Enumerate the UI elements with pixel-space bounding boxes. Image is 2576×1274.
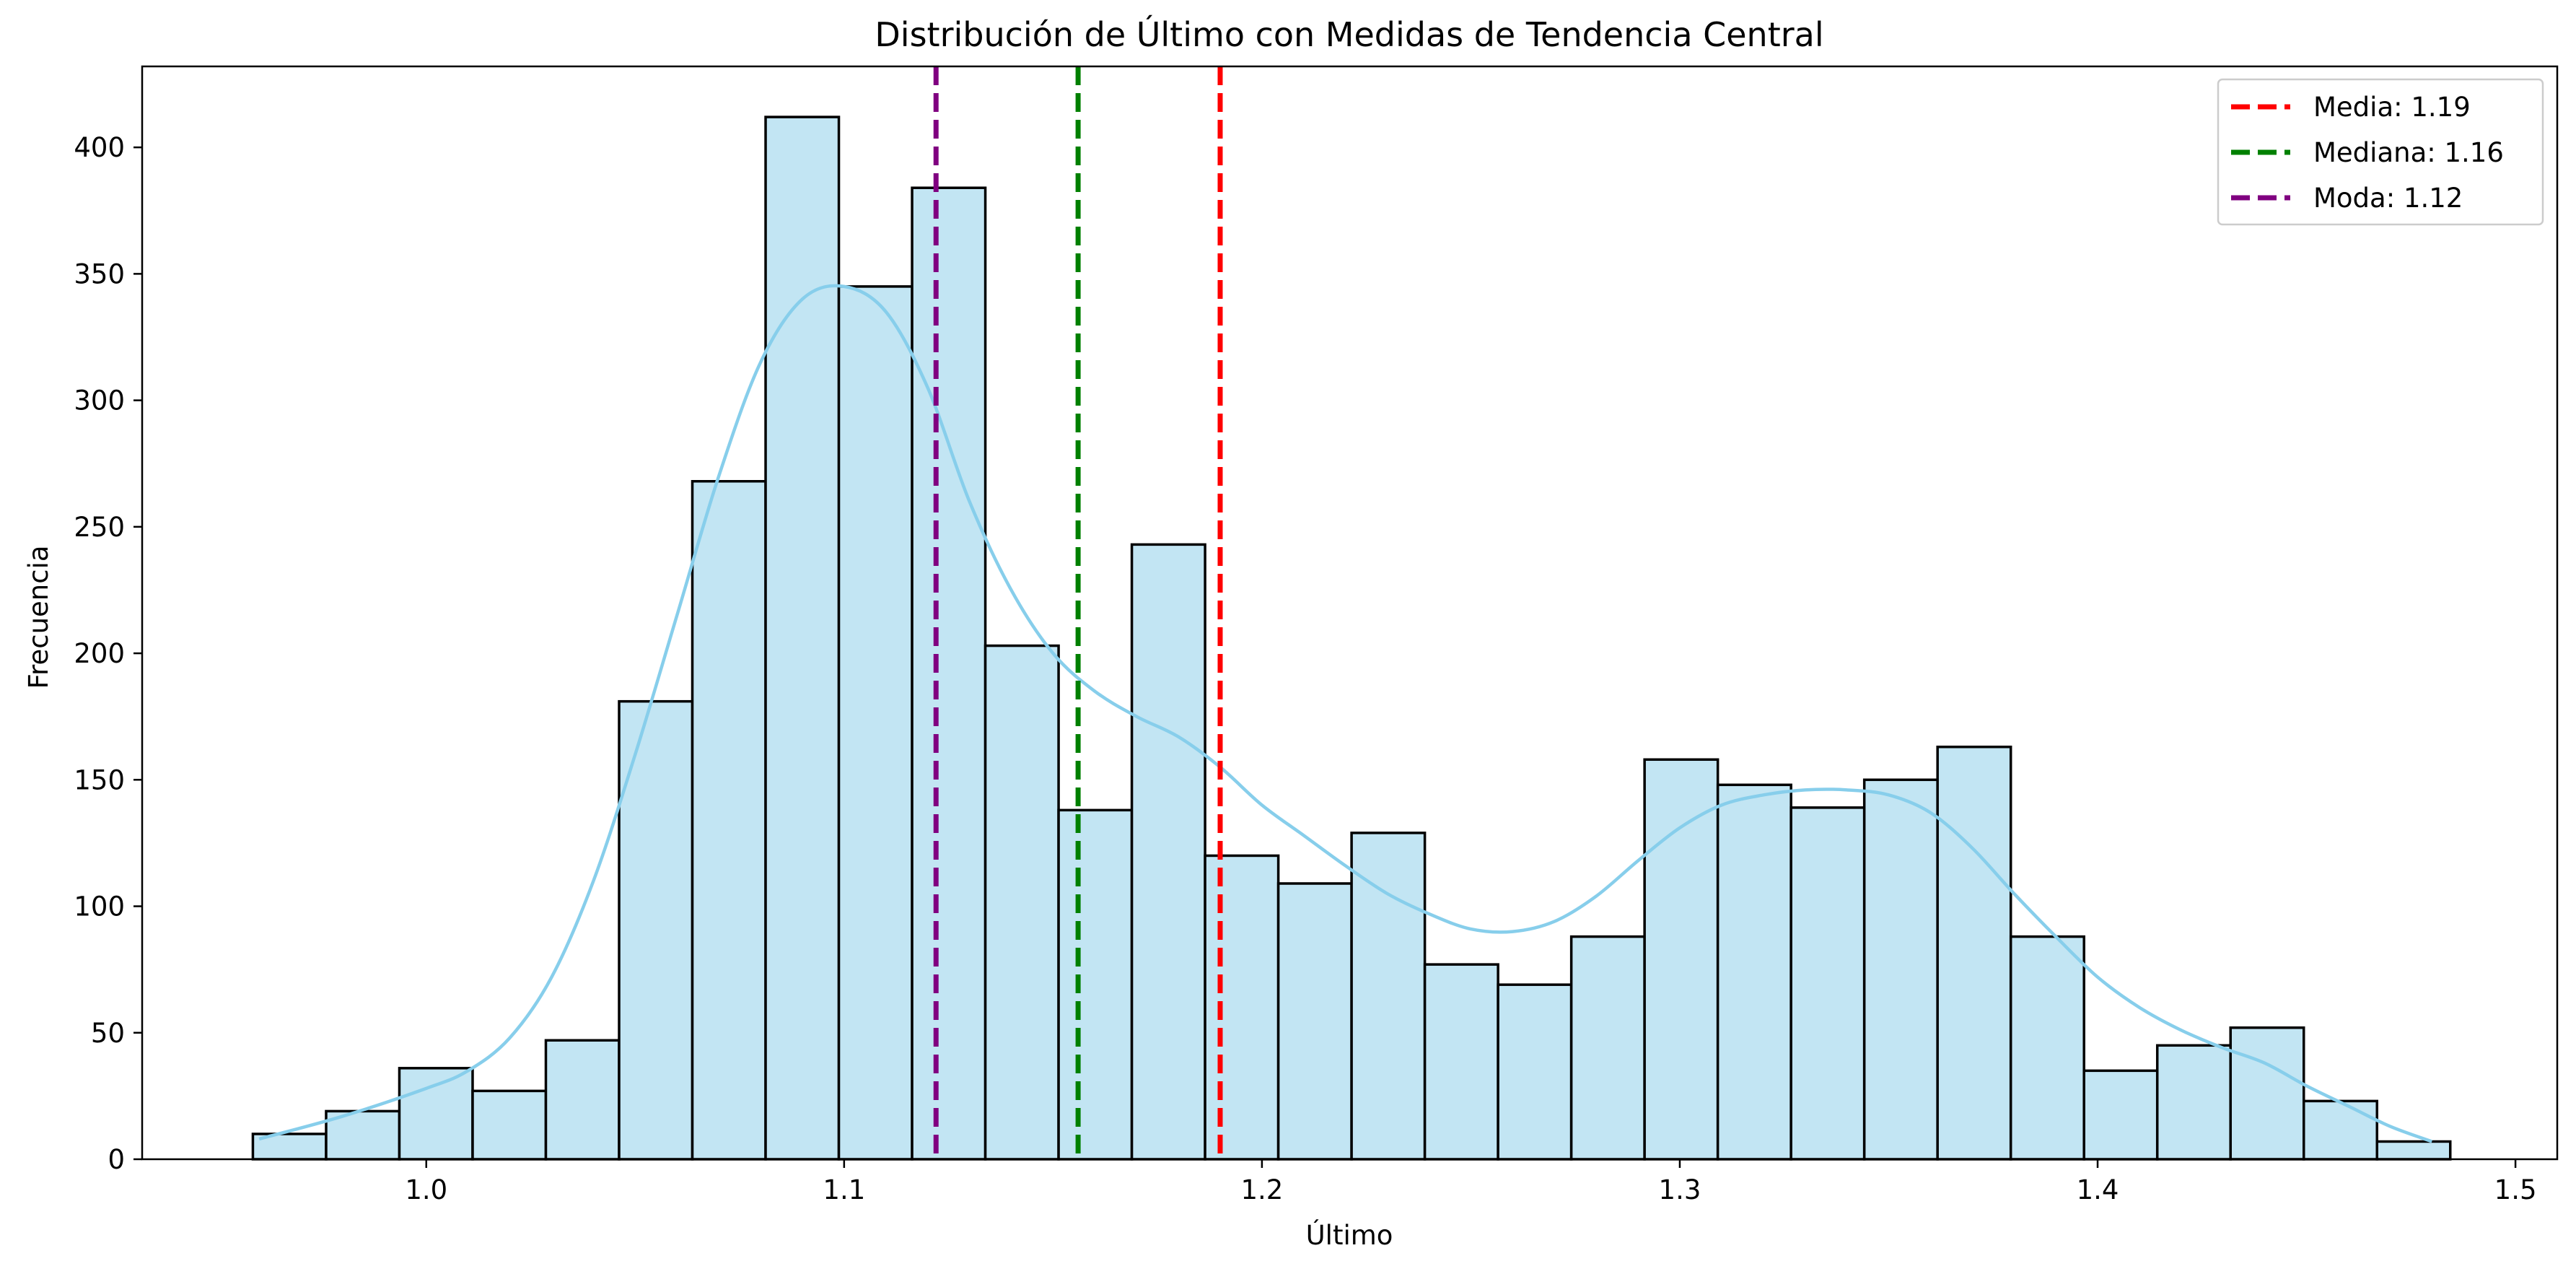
histogram-bar xyxy=(1643,758,1719,1161)
histogram-bar xyxy=(1130,543,1206,1161)
y-tick-label: 200 xyxy=(74,638,125,669)
histogram-bar xyxy=(2375,1140,2452,1161)
legend-label: Media: 1.19 xyxy=(2313,92,2471,123)
chart-title: Distribución de Último con Medidas de Te… xyxy=(875,15,1823,54)
axes-layer xyxy=(141,65,2559,1161)
bars-layer xyxy=(251,115,2452,1161)
x-tick-label: 1.1 xyxy=(823,1174,865,1205)
histogram-bar xyxy=(837,285,914,1161)
legend-box xyxy=(2217,78,2544,226)
x-axis-label: Último xyxy=(1306,1219,1393,1251)
y-tick-label: 0 xyxy=(108,1144,125,1175)
histogram-bar xyxy=(1936,745,2012,1161)
vlines-layer xyxy=(933,66,1223,1159)
histogram-bar xyxy=(618,699,694,1161)
histogram-bar xyxy=(1057,808,1134,1161)
x-tick-label: 1.0 xyxy=(405,1174,447,1205)
histogram-bar xyxy=(1497,983,1573,1161)
histogram-bar xyxy=(1204,854,1280,1161)
histogram-bar xyxy=(1350,832,1427,1161)
y-tick-label: 350 xyxy=(74,258,125,289)
y-tick-label: 100 xyxy=(74,891,125,922)
histogram-bar xyxy=(911,186,987,1161)
kde-layer xyxy=(258,284,2433,1143)
y-tick-label: 400 xyxy=(74,132,125,163)
histogram-bar xyxy=(1569,935,1646,1161)
x-tick-label: 1.3 xyxy=(1659,1174,1701,1205)
histogram-bar xyxy=(2155,1044,2232,1161)
histogram-bar xyxy=(983,644,1060,1161)
histogram-bar xyxy=(398,1067,474,1161)
y-tick-label: 50 xyxy=(91,1018,125,1049)
histogram-bar xyxy=(2229,1026,2305,1161)
histogram-bar xyxy=(1423,963,1499,1161)
histogram-bar xyxy=(1789,806,1866,1161)
x-tick-label: 1.5 xyxy=(2494,1174,2537,1205)
histogram-bar xyxy=(1716,783,1792,1161)
x-tick-label: 1.4 xyxy=(2077,1174,2119,1205)
kde-curve xyxy=(258,284,2433,1143)
legend-label: Mediana: 1.16 xyxy=(2313,137,2504,168)
y-tick-label: 250 xyxy=(74,512,125,543)
x-tick-label: 1.2 xyxy=(1240,1174,1283,1205)
histogram-bar xyxy=(544,1039,621,1161)
plot-frame xyxy=(141,65,2559,1161)
y-tick-label: 150 xyxy=(74,764,125,795)
histogram-bar xyxy=(1862,778,1939,1161)
histogram-bar xyxy=(764,115,841,1161)
legend-label: Moda: 1.12 xyxy=(2313,183,2463,214)
legend: Media: 1.19 Mediana: 1.16 Moda: 1.12 xyxy=(2217,78,2544,226)
histogram-bar xyxy=(1276,882,1353,1161)
y-tick-label: 300 xyxy=(74,385,125,416)
histogram-bar xyxy=(691,480,767,1161)
y-ticks: 0 50 100 150 200 250 300 350 400 xyxy=(74,132,142,1175)
histogram-bar xyxy=(2302,1099,2378,1161)
x-ticks: 1.0 1.1 1.2 1.3 1.4 1.5 xyxy=(405,1159,2537,1205)
histogram-bar xyxy=(2009,935,2085,1161)
y-axis-label: Frecuencia xyxy=(23,545,54,689)
histogram-bar xyxy=(2082,1069,2159,1161)
histogram-bar xyxy=(471,1089,548,1161)
